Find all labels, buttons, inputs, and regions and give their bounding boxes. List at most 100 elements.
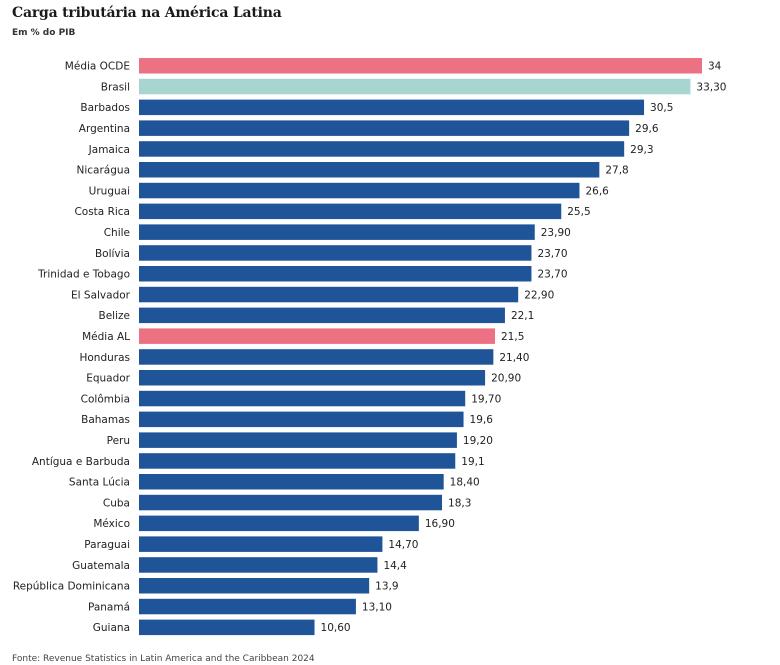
value-label: 29,6	[635, 123, 659, 135]
bar	[139, 453, 456, 469]
bar-row: Média AL 21,5	[82, 328, 524, 344]
category-label: Argentina	[79, 123, 130, 135]
bar-row: Barbados 30,5	[80, 99, 673, 116]
bar-row: Bahamas 19,6	[81, 411, 494, 428]
value-label: 10,60	[321, 622, 351, 634]
bar	[139, 432, 457, 448]
bar-row: Bolívia 23,70	[95, 245, 568, 261]
bar	[139, 182, 580, 199]
category-label: Brasil	[101, 81, 130, 93]
value-label: 27,8	[605, 165, 628, 177]
bar-row: Brasil 33,30	[101, 78, 726, 95]
value-label: 30,5	[650, 102, 673, 114]
value-label: 26,6	[585, 185, 609, 197]
value-label: 33,30	[696, 81, 726, 93]
bar	[139, 286, 519, 303]
category-label: Média OCDE	[65, 61, 130, 73]
bar	[139, 619, 315, 636]
bar	[139, 78, 691, 95]
category-label: Trinidad e Tobago	[37, 269, 130, 281]
category-label: México	[93, 518, 130, 530]
bar	[139, 203, 562, 220]
category-label: Belize	[99, 310, 130, 322]
value-label: 22,1	[511, 310, 534, 322]
bar	[139, 494, 443, 511]
value-label: 34	[708, 61, 722, 73]
value-label: 29,3	[630, 144, 653, 156]
category-label: Guatemala	[72, 560, 130, 572]
bar	[139, 515, 419, 532]
bar-row: Chile 23,90	[104, 224, 571, 240]
category-label: Bolívia	[95, 248, 130, 260]
value-label: 23,70	[537, 248, 567, 260]
bar-row: Colômbia 19,70	[81, 390, 501, 407]
bar	[139, 99, 645, 116]
bar	[139, 578, 370, 594]
bar-row: El Salvador 22,90	[71, 286, 554, 303]
value-label: 13,10	[362, 601, 392, 613]
bar	[139, 58, 702, 74]
bar-row: Equador 20,90	[86, 370, 521, 386]
bar-row: Santa Lúcia 18,40	[69, 474, 480, 490]
value-label: 20,90	[491, 373, 521, 385]
bar	[139, 474, 444, 490]
value-label: 23,70	[537, 269, 567, 281]
value-label: 16,90	[425, 518, 455, 530]
category-label: Honduras	[79, 352, 130, 364]
value-label: 14,4	[383, 560, 407, 572]
bar-row: Belize 22,1	[99, 307, 534, 324]
category-label: Paraguai	[84, 539, 130, 551]
category-label: Bahamas	[81, 414, 130, 426]
category-label: El Salvador	[71, 289, 131, 301]
bar	[139, 141, 625, 157]
bar	[139, 536, 383, 552]
value-label: 18,3	[448, 497, 471, 509]
value-label: 22,90	[524, 289, 554, 301]
bar-row: Panamá 13,10	[88, 598, 392, 615]
bar-row: Peru 19,20	[107, 432, 493, 448]
category-label: República Dominicana	[13, 581, 130, 593]
category-label: Colômbia	[81, 393, 130, 405]
bar-row: Uruguai 26,6	[89, 182, 609, 199]
bar	[139, 411, 464, 428]
value-label: 19,1	[461, 456, 484, 468]
category-label: Média AL	[82, 331, 130, 343]
category-label: Jamaica	[88, 144, 130, 156]
chart-source: Fonte: Revenue Statistics in Latin Ameri…	[12, 654, 315, 664]
value-label: 19,6	[470, 414, 494, 426]
bar	[139, 245, 532, 261]
bar	[139, 370, 486, 386]
category-label: Panamá	[88, 601, 130, 613]
value-label: 13,9	[375, 581, 398, 593]
value-label: 14,70	[388, 539, 418, 551]
category-label: Santa Lúcia	[69, 477, 130, 489]
bar-row: Guiana 10,60	[93, 619, 351, 636]
value-label: 25,5	[567, 206, 590, 218]
category-label: Peru	[107, 435, 130, 447]
bar-row: México 16,90	[93, 515, 455, 532]
value-label: 21,5	[501, 331, 524, 343]
category-label: Guiana	[93, 622, 130, 634]
bar-row: Nicarágua 27,8	[77, 162, 629, 178]
value-label: 21,40	[499, 352, 529, 364]
chart-subtitle: Em % do PIB	[12, 28, 76, 38]
bar	[139, 598, 356, 615]
bar	[139, 307, 505, 324]
bar-row: Média OCDE 34	[65, 58, 722, 74]
category-label: Equador	[86, 373, 130, 385]
bar	[139, 162, 600, 178]
category-label: Antígua e Barbuda	[32, 456, 130, 468]
bar-row: Trinidad e Tobago 23,70	[37, 266, 568, 282]
category-label: Barbados	[80, 102, 130, 114]
value-label: 18,40	[450, 477, 480, 489]
chart-title: Carga tributária na América Latina	[12, 5, 282, 21]
bar	[139, 557, 378, 573]
bar-row: Paraguai 14,70	[84, 536, 418, 552]
category-label: Uruguai	[89, 185, 130, 197]
bar	[139, 349, 494, 365]
bar-row: Costa Rica 25,5	[74, 203, 591, 220]
value-label: 19,70	[471, 393, 501, 405]
bar	[139, 120, 630, 136]
bar-row: Honduras 21,40	[79, 349, 529, 365]
